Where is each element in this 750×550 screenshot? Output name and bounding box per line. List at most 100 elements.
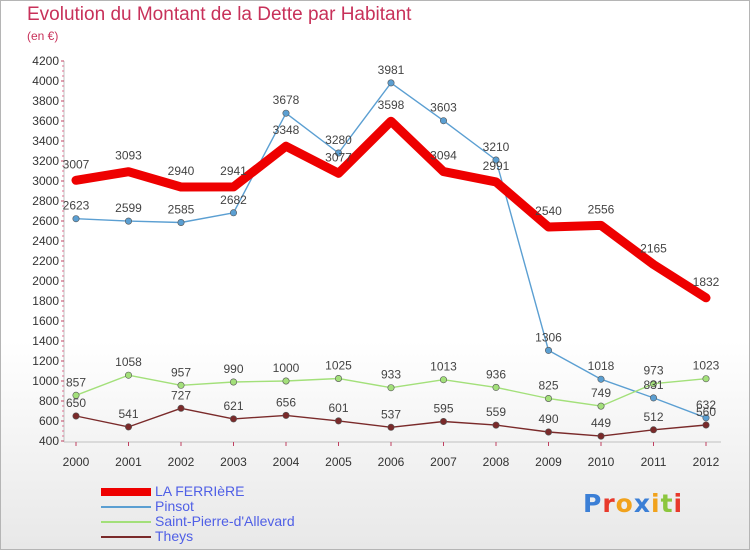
- data-label: 650: [66, 396, 86, 410]
- data-label: 2165: [640, 242, 667, 256]
- data-label: 2585: [168, 203, 195, 217]
- data-label: 537: [381, 407, 401, 421]
- y-tick-label: 2200: [32, 254, 59, 268]
- x-tick-label: 2012: [693, 455, 720, 469]
- proxiti-logo: Proxiti: [583, 489, 683, 518]
- y-tick-label: 600: [39, 414, 59, 428]
- y-tick-label: 2600: [32, 214, 59, 228]
- x-tick-label: 2003: [220, 455, 247, 469]
- y-tick-label: 2000: [32, 274, 59, 288]
- data-point: [544, 394, 552, 402]
- legend-label: Pinsot: [155, 498, 194, 514]
- y-tick-label: 800: [39, 394, 59, 408]
- data-point: [282, 377, 290, 385]
- data-point: [230, 209, 238, 217]
- y-tick-label: 1400: [32, 334, 59, 348]
- data-point: [334, 417, 342, 425]
- data-label: 1013: [430, 360, 457, 374]
- data-label: 2682: [220, 193, 247, 207]
- x-tick-label: 2005: [325, 455, 352, 469]
- logo-letter: P: [583, 489, 603, 518]
- data-point: [387, 79, 395, 87]
- y-tick-label: 1600: [32, 314, 59, 328]
- x-tick-label: 2011: [641, 455, 667, 469]
- x-tick-label: 2002: [168, 455, 195, 469]
- data-point: [544, 428, 552, 436]
- x-tick-label: 2001: [115, 455, 142, 469]
- data-label: 936: [486, 367, 506, 381]
- data-point: [597, 402, 605, 410]
- legend-label: Theys: [155, 528, 194, 544]
- data-label: 601: [328, 401, 348, 415]
- data-point: [72, 412, 80, 420]
- data-label: 560: [696, 405, 716, 419]
- data-point: [544, 346, 552, 354]
- data-label: 3598: [378, 98, 405, 112]
- data-point: [649, 426, 657, 434]
- data-label: 749: [591, 386, 611, 400]
- y-tick-label: 3200: [32, 154, 59, 168]
- y-tick-label: 3400: [32, 134, 59, 148]
- data-label: 3603: [430, 101, 457, 115]
- data-point: [282, 109, 290, 117]
- data-point: [177, 219, 185, 227]
- data-label: 2940: [168, 164, 195, 178]
- data-point: [72, 215, 80, 223]
- data-label: 3093: [115, 149, 142, 163]
- data-point: [125, 371, 133, 379]
- data-point: [492, 156, 500, 164]
- data-point: [439, 417, 447, 425]
- chart-title: Evolution du Montant de la Dette par Hab…: [27, 4, 412, 25]
- y-tick-label: 4200: [32, 54, 59, 68]
- legend-swatch: [101, 536, 151, 538]
- y-tick-label: 4000: [32, 74, 59, 88]
- data-point: [387, 423, 395, 431]
- data-label: 1832: [693, 275, 720, 289]
- data-label: 2623: [63, 199, 90, 213]
- x-tick-label: 2006: [378, 455, 405, 469]
- data-point: [702, 421, 710, 429]
- data-point: [387, 384, 395, 392]
- data-label: 1023: [693, 359, 720, 373]
- logo-letter: i: [651, 489, 661, 518]
- data-point: [334, 374, 342, 382]
- data-point: [230, 378, 238, 386]
- logo-letter: t: [660, 489, 674, 518]
- legend-label: Saint-Pierre-d'Allevard: [155, 513, 295, 529]
- data-label: 2941: [220, 164, 247, 178]
- legend-swatch: [101, 521, 151, 523]
- data-label: 559: [486, 405, 506, 419]
- data-point: [72, 391, 80, 399]
- data-label: 973: [643, 364, 663, 378]
- data-label: 656: [276, 395, 296, 409]
- logo-letter: o: [615, 489, 634, 518]
- data-point: [230, 415, 238, 423]
- logo-letter: r: [602, 489, 616, 518]
- y-tick-label: 3800: [32, 94, 59, 108]
- data-label: 857: [66, 375, 86, 389]
- data-point: [649, 394, 657, 402]
- data-label: 3280: [325, 133, 352, 147]
- data-label: 1058: [115, 355, 142, 369]
- y-tick-label: 2400: [32, 234, 59, 248]
- data-point: [125, 423, 133, 431]
- data-label: 2991: [483, 159, 510, 173]
- data-label: 1306: [535, 330, 562, 344]
- data-label: 3981: [378, 63, 405, 77]
- data-label: 1025: [325, 359, 352, 373]
- data-label: 831: [643, 378, 663, 392]
- x-tick-label: 2010: [588, 455, 615, 469]
- data-point: [439, 117, 447, 125]
- data-label: 957: [171, 365, 191, 379]
- data-point: [282, 411, 290, 419]
- data-label: 621: [223, 399, 243, 413]
- data-label: 512: [643, 410, 663, 424]
- legend-label: LA FERRIèRE: [155, 483, 245, 499]
- legend-swatch: [101, 488, 151, 496]
- data-label: 449: [591, 416, 611, 430]
- y-tick-label: 1000: [32, 374, 59, 388]
- y-tick-label: 3600: [32, 114, 59, 128]
- x-tick-label: 2008: [483, 455, 510, 469]
- data-label: 825: [538, 379, 558, 393]
- data-label: 3094: [430, 149, 457, 163]
